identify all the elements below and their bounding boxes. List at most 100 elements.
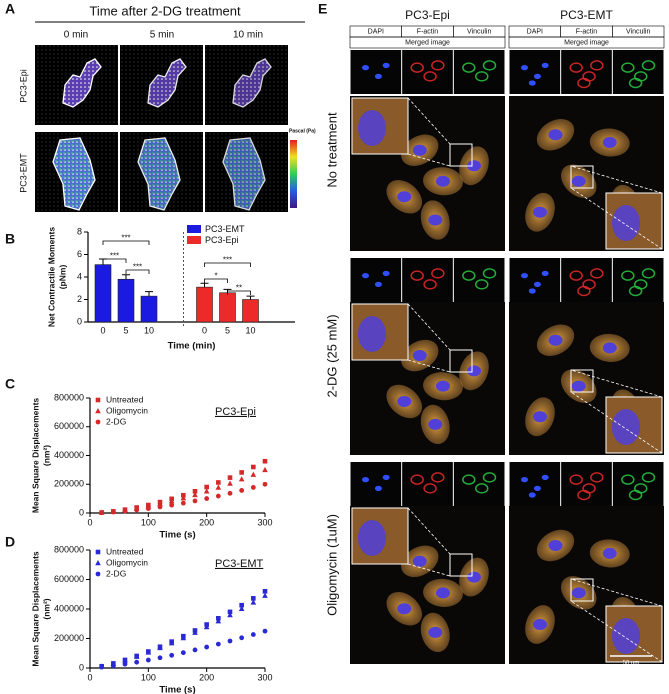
cell-stain <box>431 268 445 279</box>
marker <box>262 589 268 594</box>
cell-stain <box>621 62 635 73</box>
error-bar <box>122 274 130 280</box>
thumbnail <box>509 50 561 94</box>
nucleus <box>612 409 640 445</box>
nucleus <box>521 477 528 483</box>
nucleus <box>571 587 586 599</box>
y-tick-label: 200000 <box>54 479 84 489</box>
cell-stain <box>482 472 497 483</box>
significance-label: *** <box>133 263 142 272</box>
error-bar <box>145 291 153 297</box>
marker <box>227 475 233 480</box>
cell-stain <box>577 285 591 297</box>
marker <box>204 484 209 490</box>
marker <box>157 644 163 651</box>
cell-stain <box>569 62 583 73</box>
nucleus <box>358 520 386 556</box>
panel-label: D <box>5 534 15 550</box>
column-label: 5 min <box>150 30 174 41</box>
bar <box>196 286 213 323</box>
significance-bracket <box>204 278 228 283</box>
marker <box>250 485 256 490</box>
microscopy: PC3-Epi DAPI F-actin Vinculin Merged image PC… <box>349 8 665 664</box>
marker <box>145 506 151 511</box>
cell-stain <box>621 474 635 485</box>
x-tick-label: 300 <box>257 517 272 527</box>
cell-stain <box>423 483 437 494</box>
x-tick-label: 0 <box>87 517 92 527</box>
cell-stain <box>423 71 437 82</box>
nucleus <box>397 191 412 203</box>
nucleus <box>602 342 617 354</box>
nucleus <box>428 214 443 226</box>
y-tick-label: 800000 <box>54 392 84 402</box>
x-tick-label: 5 <box>123 325 128 335</box>
marker <box>169 502 175 508</box>
legend-marker <box>95 560 101 566</box>
thumbnail <box>350 258 402 302</box>
cell-stain <box>577 489 591 501</box>
marker <box>122 508 128 514</box>
thumbnail <box>509 258 561 302</box>
channel-label: Vinculin <box>626 28 650 35</box>
x-tick-label: 0 <box>202 325 207 335</box>
y-tick-label: 0 <box>79 507 84 517</box>
marker <box>203 488 210 494</box>
y-axis-label: (nm²) <box>41 445 51 466</box>
significance-label: *** <box>110 252 119 261</box>
panel-label: A <box>5 1 15 17</box>
x-axis-label: Time (min) <box>168 341 216 352</box>
nucleus <box>382 270 390 276</box>
zoom-box <box>570 165 594 189</box>
marker <box>215 493 221 499</box>
marker <box>157 500 163 507</box>
zoom-line <box>407 153 451 167</box>
marker <box>250 471 257 477</box>
marker <box>239 488 245 493</box>
cell-stain <box>641 60 656 71</box>
cell-stain <box>641 472 656 483</box>
marker <box>262 458 268 464</box>
nucleus <box>533 206 547 218</box>
marker <box>227 480 233 486</box>
y-tick-label: 800000 <box>54 544 84 554</box>
cell-outline <box>52 137 96 211</box>
marker <box>250 632 256 637</box>
cell-stain <box>628 489 643 501</box>
nucleus <box>548 129 563 141</box>
y-tick-label: 600000 <box>54 574 84 584</box>
nucleus <box>612 205 640 241</box>
legend-swatch <box>187 225 201 233</box>
marker <box>227 609 233 615</box>
zoom-box <box>449 143 473 167</box>
cell-stain <box>423 279 437 290</box>
cell-outline <box>62 58 102 108</box>
merged-label: Merged image <box>405 39 450 46</box>
cell-stain <box>569 270 583 281</box>
row-label: No treatment <box>324 112 339 188</box>
cell-stain <box>482 268 497 279</box>
x-tick-label: 10 <box>144 325 154 335</box>
nucleus <box>374 281 382 287</box>
zoom-line <box>407 563 451 577</box>
x-tick-label: 5 <box>225 325 230 335</box>
nucleus <box>548 334 563 346</box>
nucleus <box>571 175 586 187</box>
bar <box>140 295 158 323</box>
merged-label: Merged image <box>564 39 609 46</box>
y-tick-label: 400000 <box>54 603 84 613</box>
channel-label: Vinculin <box>467 28 491 35</box>
legend-label: Oligomycin <box>106 405 148 415</box>
marker <box>215 641 221 647</box>
marker <box>110 663 116 669</box>
nucleus <box>548 540 563 551</box>
thumbnail <box>350 462 402 506</box>
zoom-box <box>449 553 473 577</box>
nucleus <box>362 477 369 483</box>
marker <box>192 488 198 494</box>
marker <box>204 496 210 501</box>
nucleus <box>436 380 450 392</box>
x-tick-label: 10 <box>245 325 255 335</box>
marker <box>192 629 198 635</box>
legend-label: PC3-Epi <box>205 235 239 245</box>
